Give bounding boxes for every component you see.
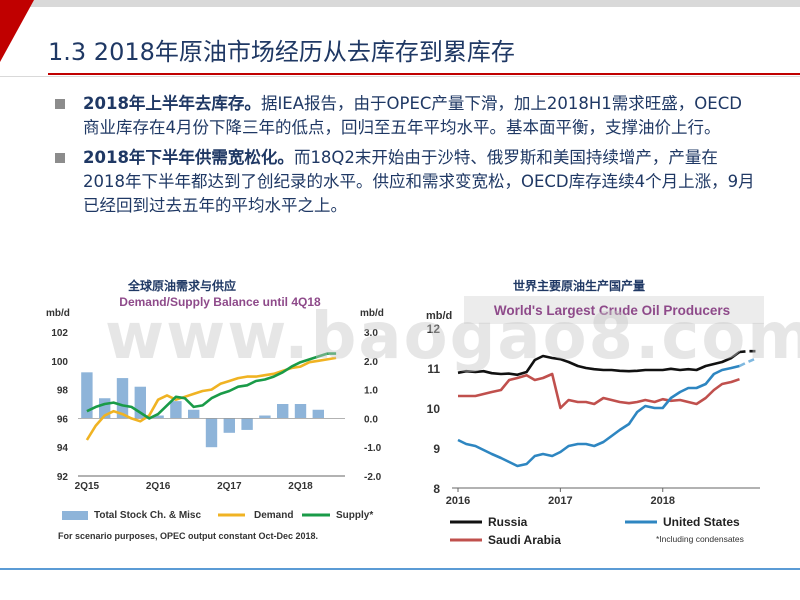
crude-producers-chart: World's Largest Crude Oil Producers mb/d 8…	[426, 296, 764, 547]
legend-swatch-stock	[62, 511, 88, 520]
y-tick-label-right: -1.0	[364, 443, 382, 454]
x-tick-label: 2Q17	[217, 481, 242, 492]
bar	[241, 418, 253, 430]
bar	[259, 415, 271, 419]
y-tick-label-left: 98	[57, 386, 69, 397]
y-tick-label-left: 92	[57, 472, 69, 483]
bar	[223, 418, 235, 433]
demand-supply-chart: Demand/Supply Balance until 4Q18 mb/d mb/d…	[46, 295, 384, 541]
series-line-supply	[86, 352, 337, 420]
bullet-heading: 2018年上半年去库存。	[83, 94, 261, 113]
bullet-square-icon	[55, 153, 65, 163]
y-tick-label-left: 96	[57, 414, 69, 425]
legend-label: United States	[663, 515, 740, 529]
x-tick-label: 2017	[548, 495, 572, 507]
chart-title: World's Largest Crude Oil Producers	[494, 303, 730, 318]
y-tick-label-right: 1.0	[364, 386, 378, 397]
bullet-item: 2018年上半年去库存。据IEA报告，由于OPEC产量下滑，加上2018H1需求…	[55, 92, 755, 140]
chart-caption-right: 世界主要原油生产国产量	[513, 279, 646, 293]
title-band	[464, 296, 764, 324]
bar	[81, 372, 93, 419]
bullet-text: 而18Q2末开始由于沙特、俄罗斯和美国持续增产，产量在2018年下半年都达到了创…	[83, 148, 755, 215]
chart-title: Demand/Supply Balance until 4Q18	[119, 295, 321, 309]
legend-label: Total Stock Ch. & Misc	[94, 510, 201, 521]
x-tick-label: 2Q15	[75, 481, 100, 492]
legend-label: Saudi Arabia	[488, 533, 561, 547]
corner-accent	[0, 0, 34, 62]
y-tick-label-left: 94	[57, 443, 69, 454]
bar	[277, 404, 289, 419]
y-tick-label-left: 100	[51, 357, 68, 368]
bullet-square-icon	[55, 99, 65, 109]
y-tick-label-right: -2.0	[364, 472, 382, 483]
legend-label: Demand	[254, 510, 293, 521]
series-line-united-states	[457, 364, 740, 468]
y-tick-label: 8	[433, 482, 440, 496]
y-axis-label-right: mb/d	[360, 308, 384, 319]
series-line-saudi-arabia	[458, 372, 740, 410]
y-tick-label: 12	[427, 322, 441, 336]
bar	[294, 404, 307, 419]
bar	[99, 398, 111, 419]
bullet-list: 2018年上半年去库存。据IEA报告，由于OPEC产量下滑，加上2018H1需求…	[55, 92, 755, 224]
title-divider-gray	[0, 76, 800, 77]
y-axis-label: mb/d	[426, 310, 452, 322]
legend-label: Supply*	[336, 510, 373, 521]
x-tick-label: 2018	[651, 495, 675, 507]
bar	[205, 418, 218, 448]
y-tick-label-right: 2.0	[364, 357, 378, 368]
bullet-text: 据IEA报告，由于OPEC产量下滑，加上2018H1需求旺盛，OECD商业库存在…	[83, 94, 742, 137]
footer-line	[0, 568, 800, 570]
bar	[116, 378, 129, 419]
bar	[134, 386, 146, 419]
chart-caption-left: 全球原油需求与供应	[128, 279, 237, 293]
y-tick-label-right: 0.0	[364, 414, 378, 425]
title-divider	[48, 73, 800, 75]
page-title: 1.3 2018年原油市场经历从去库存到累库存	[48, 38, 515, 66]
x-tick-label: 2Q16	[146, 481, 171, 492]
y-axis-label-left: mb/d	[46, 308, 70, 319]
x-tick-label: 2016	[446, 495, 470, 507]
y-tick-label: 11	[427, 362, 440, 376]
top-bar	[0, 0, 800, 7]
bullet-heading: 2018年下半年供需宽松化。	[83, 148, 294, 167]
bar	[170, 401, 182, 419]
series-line-demand	[85, 356, 337, 441]
bar	[312, 409, 324, 419]
y-tick-label-left: 102	[51, 328, 68, 339]
bullet-item: 2018年下半年供需宽松化。而18Q2末开始由于沙特、俄罗斯和美国持续增产，产量…	[55, 146, 755, 218]
series-line-russia	[457, 350, 741, 377]
legend-label: Russia	[488, 515, 528, 529]
series-line-russia--forecast-	[739, 349, 757, 354]
y-tick-label: 10	[427, 402, 441, 416]
bar	[188, 409, 200, 419]
x-tick-label: 2Q18	[288, 481, 313, 492]
series-line-united-states--forecast-	[738, 356, 758, 368]
chart-footnote: For scenario purposes, OPEC output const…	[58, 531, 318, 541]
y-tick-label: 9	[433, 442, 440, 456]
watermark: www.baogao8.com	[105, 300, 800, 374]
bar	[152, 415, 164, 419]
chart-footnote: *Including condensates	[656, 534, 744, 544]
y-tick-label-right: 3.0	[364, 328, 378, 339]
